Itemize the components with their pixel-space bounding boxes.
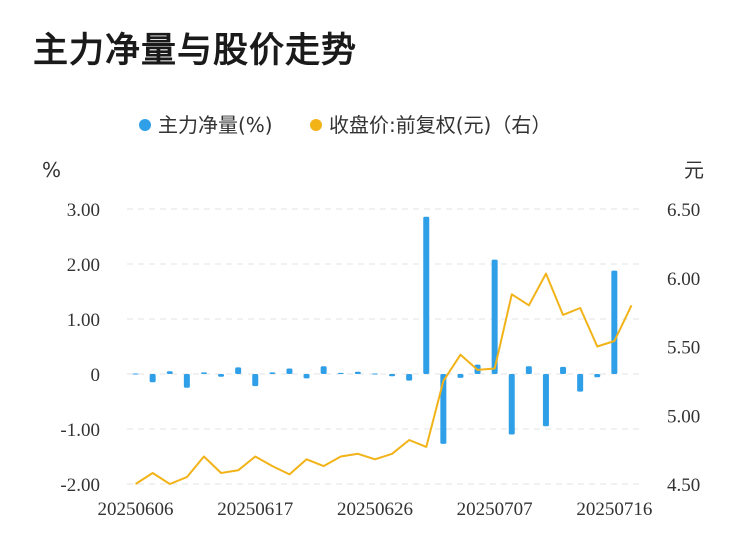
bar [440, 374, 447, 444]
bar [218, 374, 225, 377]
bar [337, 372, 344, 374]
left-tick-label: -2.00 [60, 475, 100, 496]
bar [149, 374, 156, 383]
x-tick-label: 20250716 [576, 499, 652, 520]
bar [542, 374, 549, 427]
bar [303, 374, 310, 379]
x-tick-label: 20250606 [98, 499, 174, 520]
left-axis-unit: % [42, 158, 61, 182]
left-tick-label: 1.00 [67, 310, 100, 331]
line-series [135, 272, 633, 485]
bar [525, 366, 532, 374]
bar [371, 373, 378, 375]
right-axis-ticks: 6.50 6.00 5.50 5.00 4.50 [667, 200, 700, 496]
bar [252, 374, 259, 387]
bar [269, 372, 276, 374]
right-tick-label: 5.00 [667, 406, 700, 427]
right-tick-label: 5.50 [667, 338, 700, 359]
bar [611, 270, 618, 374]
left-tick-label: 2.00 [67, 255, 100, 276]
bar [406, 374, 413, 381]
price-line [135, 272, 633, 485]
x-tick-label: 20250617 [217, 499, 293, 520]
bar [594, 374, 601, 378]
legend-marker-1 [310, 119, 322, 131]
bar [389, 374, 396, 377]
x-axis-ticks: 20250606 20250617 20250626 20250707 20250716 [98, 499, 653, 520]
left-axis-ticks: 3.00 2.00 1.00 0 -1.00 -2.00 [60, 200, 100, 496]
bar [132, 373, 139, 375]
bar [577, 374, 584, 392]
legend-label-1: 收盘价:前复权(元)（右） [329, 113, 551, 137]
bar [491, 259, 498, 374]
bar [235, 367, 242, 374]
right-tick-label: 4.50 [667, 475, 700, 496]
x-tick-label: 20250707 [457, 499, 533, 520]
x-tick-label: 20250626 [337, 499, 413, 520]
bar [423, 216, 430, 374]
bar [320, 366, 327, 374]
page-title: 主力净量与股价走势 [33, 31, 358, 71]
left-tick-label: 0 [91, 365, 101, 386]
bar [457, 374, 464, 378]
grid-lines [127, 208, 640, 485]
bar [508, 374, 515, 435]
right-axis-unit: 元 [684, 158, 704, 182]
bar [183, 374, 190, 388]
bar [166, 371, 173, 374]
right-tick-label: 6.50 [667, 200, 700, 221]
legend-label-0: 主力净量(%) [158, 113, 273, 137]
legend-marker-0 [139, 119, 151, 131]
left-tick-label: -1.00 [60, 420, 100, 441]
right-tick-label: 6.00 [667, 269, 700, 290]
bar [200, 372, 207, 374]
bar [354, 371, 361, 374]
chart-legend: 主力净量(%) 收盘价:前复权(元)（右） [139, 113, 551, 137]
bar [286, 368, 293, 374]
bar [560, 366, 567, 374]
bar-series [132, 216, 618, 444]
left-tick-label: 3.00 [67, 200, 100, 221]
